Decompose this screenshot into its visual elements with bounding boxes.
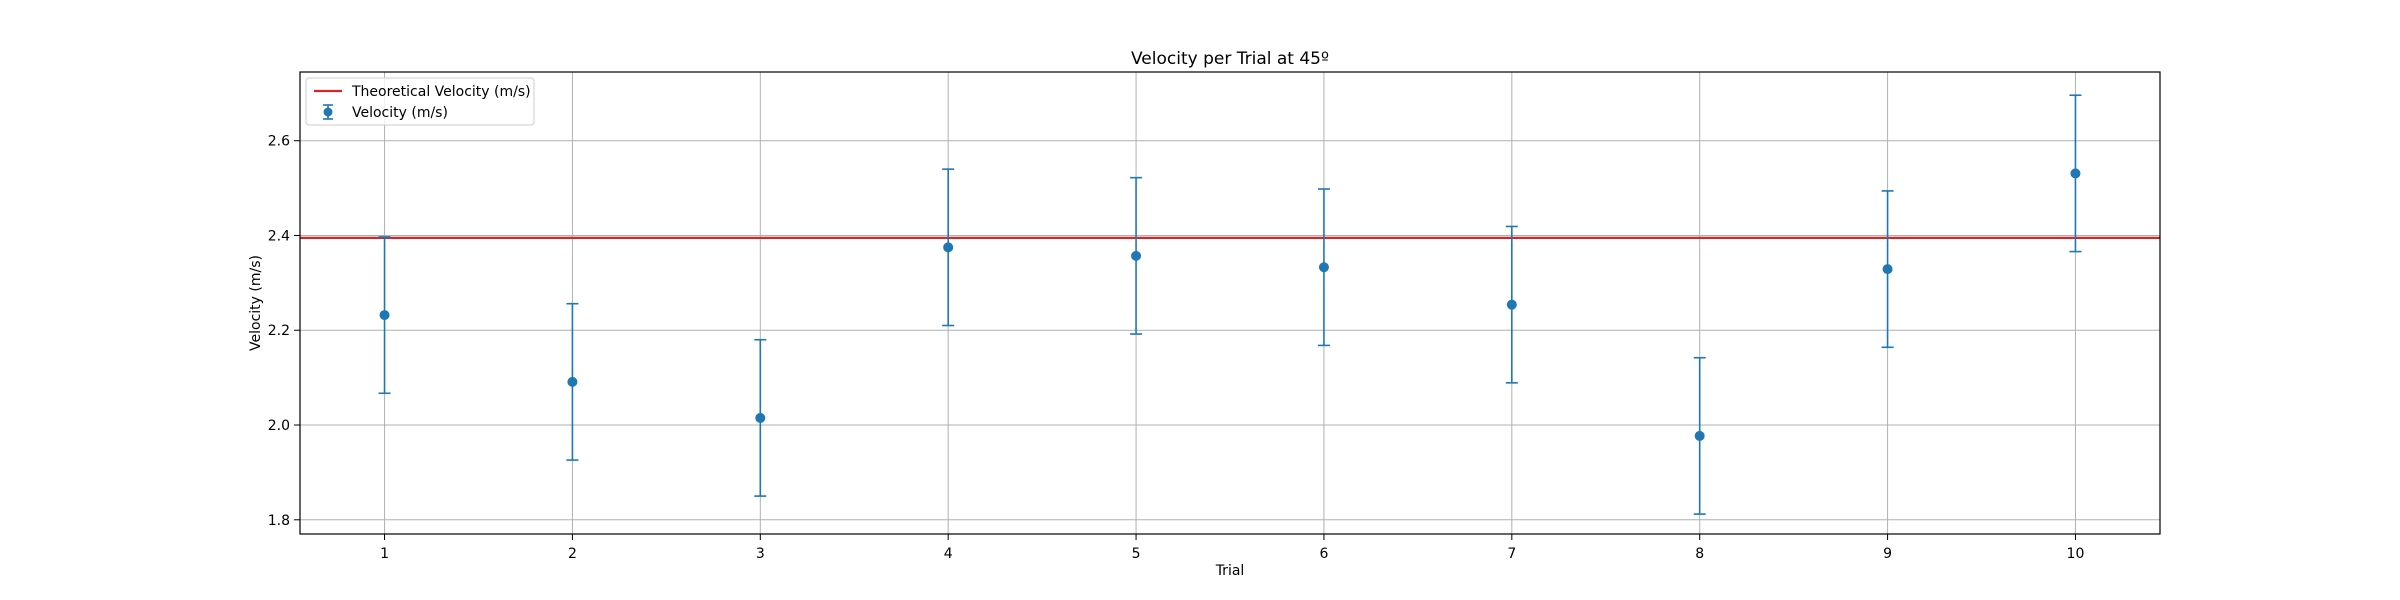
data-point — [943, 242, 954, 253]
y-axis-ticks: 1.8 2.0 2.2 2.4 2.6 — [268, 134, 300, 529]
y-axis-label: Velocity (m/s) — [248, 255, 264, 351]
data-point — [567, 376, 578, 387]
data-point — [1506, 299, 1517, 310]
x-axis-label: Trial — [1215, 563, 1245, 579]
x-tick-label: 9 — [1883, 546, 1892, 562]
grid — [300, 72, 2160, 534]
x-tick-label: 7 — [1507, 546, 1516, 562]
x-tick-label: 2 — [568, 546, 577, 562]
x-tick-label: 4 — [944, 546, 953, 562]
y-tick-label: 2.0 — [268, 418, 290, 434]
data-points — [379, 168, 2081, 441]
plot-frame — [299, 71, 2161, 535]
x-axis-ticks: 1 2 3 4 5 6 7 8 9 10 — [380, 534, 2084, 562]
y-tick-label: 2.6 — [268, 134, 290, 150]
data-point — [1882, 264, 1893, 275]
legend-marker-swatch — [323, 107, 333, 117]
chart-title: Velocity per Trial at 45º — [1131, 49, 1329, 69]
data-point — [379, 310, 390, 321]
legend: Theoretical Velocity (m/s) Velocity (m/s… — [305, 77, 535, 126]
x-tick-label: 3 — [756, 546, 765, 562]
y-tick-label: 2.2 — [268, 323, 290, 339]
plot-area-background — [300, 72, 2160, 534]
data-point — [1318, 262, 1329, 273]
x-tick-label: 1 — [380, 546, 389, 562]
x-tick-label: 6 — [1319, 546, 1328, 562]
legend-box — [305, 77, 535, 126]
legend-label-velocity: Velocity (m/s) — [352, 105, 448, 121]
x-tick-label: 8 — [1695, 546, 1704, 562]
x-tick-label: 5 — [1132, 546, 1141, 562]
x-tick-label: 10 — [2067, 546, 2085, 562]
data-point — [1131, 250, 1142, 261]
legend-label-theoretical: Theoretical Velocity (m/s) — [351, 84, 531, 100]
data-point — [2070, 168, 2081, 179]
data-point — [755, 412, 766, 423]
y-tick-label: 1.8 — [268, 513, 290, 529]
y-tick-label: 2.4 — [268, 228, 290, 244]
data-point — [1694, 430, 1705, 441]
